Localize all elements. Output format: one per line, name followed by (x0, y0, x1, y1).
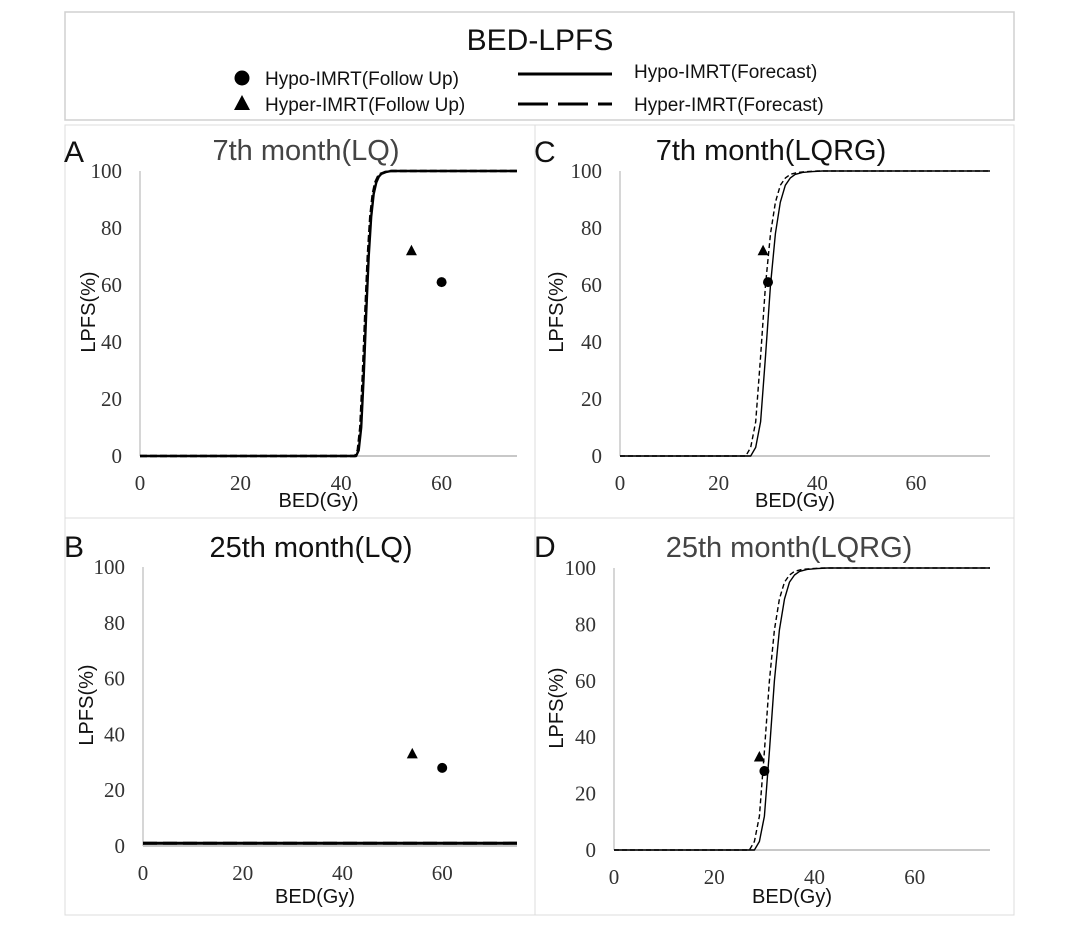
y-tick-label: 20 (101, 387, 122, 411)
legend-box: BED-LPFS Hypo-IMRT(Follow Up) Hyper-IMRT… (64, 11, 1015, 121)
x-tick-label: 40 (804, 865, 825, 889)
y-tick-label: 60 (575, 669, 596, 693)
y-tick-label: 0 (586, 838, 597, 862)
panel-letter-b: B (64, 531, 84, 564)
hyper-follow-up-point (405, 244, 417, 256)
panel-frame-c (534, 124, 1015, 519)
x-axis-label: BED(Gy) (279, 490, 359, 512)
y-tick-label: 100 (91, 159, 123, 183)
x-tick-label: 40 (331, 471, 352, 495)
hyper-follow-up-point (757, 244, 769, 256)
y-tick-label: 80 (575, 612, 596, 636)
y-tick-label: 40 (104, 722, 125, 746)
legend-hypo-follow: Hypo-IMRT(Follow Up) (265, 69, 459, 90)
x-tick-label: 0 (138, 861, 149, 885)
chart-panel-c: 0 20 40 60 80 100 0 20 40 60 LPFS(%) BED(Gy) (546, 159, 990, 512)
y-tick-label: 20 (575, 782, 596, 806)
legend-hyper-forecast: Hyper-IMRT(Forecast) (634, 95, 824, 116)
y-tick-label: 80 (101, 216, 122, 240)
hypo-forecast-line (614, 567, 990, 851)
x-tick-label: 0 (135, 471, 146, 495)
panel-letter-a: A (64, 136, 84, 169)
y-axis-label: LPFS(%) (78, 271, 100, 352)
y-tick-label: 40 (575, 725, 596, 749)
y-tick-label: 20 (104, 778, 125, 802)
x-tick-label: 60 (904, 865, 925, 889)
y-tick-label: 0 (115, 834, 126, 858)
x-axis-label: BED(Gy) (755, 490, 835, 512)
legend-hypo-forecast: Hypo-IMRT(Forecast) (634, 62, 817, 83)
hypo-follow-up-point (437, 762, 448, 773)
legend-triangle-marker (234, 95, 250, 110)
x-tick-label: 40 (332, 861, 353, 885)
y-tick-label: 40 (101, 330, 122, 354)
y-tick-label: 80 (104, 611, 125, 635)
hyper-forecast-line (614, 567, 990, 851)
hypo-follow-up-point (436, 277, 447, 288)
y-tick-label: 60 (581, 273, 602, 297)
figure-title: BED-LPFS (467, 24, 614, 57)
y-tick-label: 80 (581, 216, 602, 240)
hyper-follow-up-point (406, 747, 418, 759)
panel-letter-d: D (534, 531, 556, 564)
y-axis-label: LPFS(%) (546, 667, 568, 748)
panel-a-title: 7th month(LQ) (213, 135, 400, 167)
panel-b-title: 25th month(LQ) (209, 532, 412, 564)
panel-letter-c: C (534, 136, 556, 169)
y-axis-label: LPFS(%) (76, 664, 98, 745)
y-tick-label: 40 (581, 330, 602, 354)
x-tick-label: 60 (906, 471, 927, 495)
legend-circle-marker (234, 70, 250, 86)
y-tick-label: 100 (571, 159, 603, 183)
chart-panel-b: 0 20 40 60 80 100 0 20 40 60 LPFS(%) BED(Gy) (76, 555, 517, 908)
legend-hyper-follow: Hyper-IMRT(Follow Up) (265, 95, 465, 116)
panel-c-title: 7th month(LQRG) (656, 135, 886, 167)
y-tick-label: 0 (592, 444, 603, 468)
hypo-forecast-line (620, 170, 990, 457)
x-tick-label: 0 (609, 865, 620, 889)
hypo-follow-up-point (759, 766, 770, 777)
x-tick-label: 20 (232, 861, 253, 885)
y-tick-label: 20 (581, 387, 602, 411)
chart-panel-d: 0 20 40 60 80 100 0 20 40 60 LPFS(%) BED(Gy) (546, 556, 990, 908)
x-tick-label: 20 (704, 865, 725, 889)
x-tick-label: 20 (230, 471, 251, 495)
x-axis-label: BED(Gy) (275, 886, 355, 908)
x-tick-label: 40 (807, 471, 828, 495)
x-axis-label: BED(Gy) (752, 886, 832, 908)
y-tick-label: 60 (104, 667, 125, 691)
y-tick-label: 100 (565, 556, 597, 580)
x-tick-label: 60 (432, 861, 453, 885)
panel-d-title: 25th month(LQRG) (666, 532, 913, 564)
x-tick-label: 60 (431, 471, 452, 495)
x-tick-label: 20 (708, 471, 729, 495)
panel-frame-d (534, 517, 1015, 916)
hyper-follow-up-point (753, 750, 765, 762)
panel-frame-b (64, 517, 536, 916)
x-tick-label: 0 (615, 471, 626, 495)
y-axis-label: LPFS(%) (546, 271, 568, 352)
y-tick-label: 100 (94, 555, 126, 579)
hyper-forecast-line (140, 169, 517, 458)
panel-frame-a (64, 124, 536, 519)
hypo-follow-up-point (763, 277, 773, 288)
y-tick-label: 60 (101, 273, 122, 297)
hyper-forecast-line (620, 170, 990, 457)
hypo-forecast-line (140, 169, 517, 458)
y-tick-label: 0 (112, 444, 123, 468)
